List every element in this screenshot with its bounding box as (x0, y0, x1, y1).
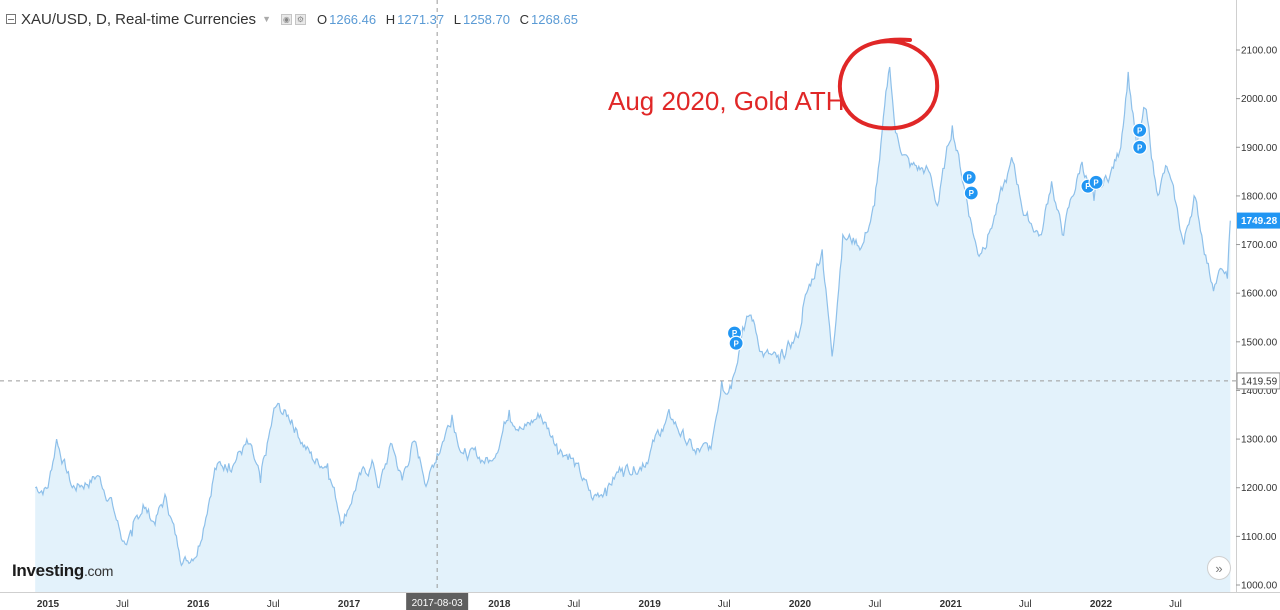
marker-circle[interactable] (961, 169, 977, 186)
marker-label: P (1093, 178, 1099, 187)
y-tick-label: 1400.00 (1241, 386, 1278, 397)
marker-circle[interactable] (728, 335, 744, 351)
dividend-marker[interactable]: P (963, 185, 979, 201)
marker-circle[interactable] (1132, 122, 1148, 138)
marker-label: P (733, 339, 739, 348)
marker-circle[interactable] (1088, 174, 1104, 190)
x-tick-label: Jul (869, 599, 882, 610)
y-axis-background (1236, 0, 1280, 610)
x-tick-label: 2020 (789, 599, 812, 610)
dividend-marker[interactable]: P (961, 169, 977, 186)
crosshair-date-tag (406, 593, 469, 610)
y-tick-label: 1200.00 (1241, 483, 1278, 494)
y-tick-label: 1300.00 (1241, 435, 1278, 446)
low-value: 1258.70 (462, 11, 510, 27)
gear-icon[interactable]: ⚙ (294, 13, 306, 25)
x-tick-label: 2018 (488, 599, 511, 610)
x-tick-label: 2017 (338, 599, 361, 610)
y-tick-label: 1100.00 (1241, 532, 1277, 543)
x-tick-label: 2022 (1090, 599, 1113, 610)
dividend-marker[interactable]: P (728, 335, 744, 351)
y-tick-label: 1600.00 (1241, 289, 1278, 300)
chevron-down-icon[interactable]: ▼ (262, 14, 271, 24)
marker-label: P (969, 189, 975, 198)
last-price-tag (1237, 212, 1280, 229)
dividend-marker[interactable]: P (1132, 122, 1148, 138)
open-label: O (316, 11, 328, 27)
open-value: 1266.46 (329, 11, 377, 27)
price-area (35, 67, 1231, 592)
collapse-icon[interactable] (6, 14, 16, 24)
y-tick-label: 1500.00 (1241, 337, 1278, 348)
x-tick-label: Jul (567, 599, 580, 610)
last-price-label: 1749.28 (1241, 216, 1278, 227)
crosshair-date-label: 2017-08-03 (412, 598, 464, 609)
close-label: C (519, 11, 529, 27)
crosshair-price-tag (1236, 372, 1280, 390)
marker-label: P (1137, 126, 1143, 135)
dividend-marker[interactable]: P (1088, 174, 1104, 190)
ath-circle-highlight (837, 37, 940, 131)
high-label: H (385, 11, 396, 27)
y-tick-label: 1700.00 (1241, 240, 1278, 251)
x-axis-background (0, 592, 1280, 610)
price-line (34, 66, 1231, 567)
x-tick-label: 2019 (639, 599, 662, 610)
marker-label: P (732, 329, 738, 338)
y-tick-label: 1900.00 (1241, 143, 1278, 154)
marker-label: P (1085, 182, 1091, 191)
symbol-title[interactable]: XAU/USD, D, Real-time Currencies (21, 10, 257, 28)
marker-circle[interactable] (963, 185, 979, 201)
x-tick-label: 2016 (187, 599, 210, 610)
ath-annotation-text: Aug 2020, Gold ATH (608, 86, 845, 116)
marker-label: P (1137, 143, 1143, 152)
marker-circle[interactable] (1132, 139, 1148, 155)
y-tick-label: 2100.00 (1241, 46, 1278, 57)
dividend-marker[interactable]: P (1132, 139, 1148, 155)
y-tick-label: 1000.00 (1241, 581, 1278, 592)
x-tick-label: Jul (1019, 599, 1032, 610)
marker-label: P (967, 173, 973, 182)
crosshair-price-label: 1419.59 (1241, 376, 1278, 387)
high-value: 1271.37 (397, 11, 445, 27)
logo-suffix: .com (83, 563, 114, 579)
investing-logo: Investing.com (12, 561, 113, 581)
close-value: 1268.65 (531, 11, 578, 27)
x-tick-label: 2015 (37, 599, 60, 610)
x-tick-label: 2021 (940, 599, 963, 610)
y-tick-label: 1800.00 (1241, 191, 1278, 202)
visibility-icon[interactable]: ◉ (280, 13, 292, 25)
scroll-to-realtime-button[interactable]: » (1207, 556, 1231, 580)
x-tick-label: Jul (718, 599, 731, 610)
x-tick-label: Jul (1169, 599, 1182, 610)
logo-name: Investing (12, 561, 84, 580)
chart-legend-header: XAU/USD, D, Real-time Currencies ▼ ◉ ⚙ O… (6, 9, 584, 29)
ohlc-values: O 1266.46 H 1271.37 L 1258.70 C 1268.65 (317, 12, 584, 27)
y-tick-label: 2000.00 (1241, 94, 1278, 105)
x-tick-label: Jul (116, 599, 129, 610)
x-tick-label: Jul (267, 599, 280, 610)
low-label: L (453, 11, 461, 27)
